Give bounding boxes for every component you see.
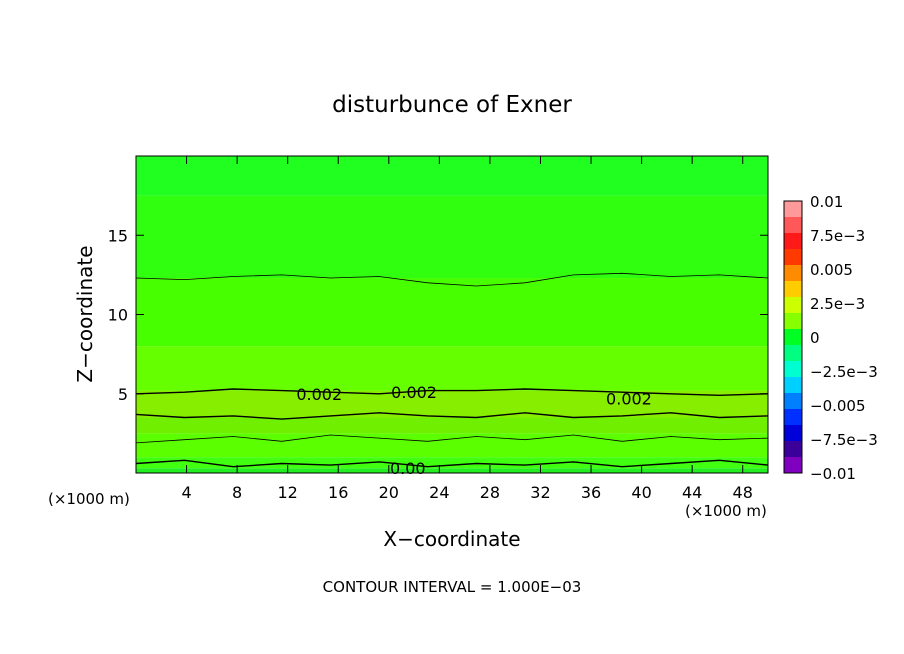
x-tick-label-44: 44 <box>682 483 702 502</box>
colorbar-swatch-2 <box>784 233 802 250</box>
x-tick-label-36: 36 <box>581 483 601 502</box>
colorbar-label-2: 0.005 <box>810 261 853 279</box>
colorbar-frame <box>783 200 803 474</box>
x-tick-label-28: 28 <box>480 483 500 502</box>
contour-line-4 <box>135 459 769 468</box>
colorbar-label-8: −0.01 <box>810 465 856 483</box>
contour-label-3: 0.00 <box>390 459 426 478</box>
x-axis-label: X−coordinate <box>383 527 520 551</box>
x-tick-label-8: 8 <box>232 483 242 502</box>
colorbar-swatch-16 <box>784 457 802 474</box>
x-tick-label-40: 40 <box>631 483 651 502</box>
colorbar-swatch-13 <box>784 409 802 426</box>
colorbar-label-5: −2.5e−3 <box>810 363 878 381</box>
colorbar-label-7: −7.5e−3 <box>810 431 878 449</box>
fill-band-8 <box>136 156 768 196</box>
colorbar-label-4: 0 <box>810 329 820 347</box>
colorbar-swatch-15 <box>784 441 802 458</box>
colorbar-swatch-3 <box>784 249 802 266</box>
colorbar-swatch-0 <box>784 201 802 218</box>
contour-line-2 <box>135 412 769 420</box>
x-unit-right: (×1000 m) <box>685 502 767 520</box>
fill-band-6 <box>136 278 768 347</box>
x-unit-left: (×1000 m) <box>48 490 130 508</box>
contour-label-1: 0.002 <box>391 383 437 402</box>
chart-title: disturbunce of Exner <box>332 92 572 118</box>
contour-lines <box>135 272 769 468</box>
contour-interval: CONTOUR INTERVAL = 1.000E−03 <box>323 578 582 596</box>
x-tick-label-24: 24 <box>429 483 449 502</box>
contour-fill-bands <box>136 156 768 473</box>
colorbar-swatch-7 <box>784 313 802 330</box>
fill-band-7 <box>136 195 768 279</box>
colorbar-tick-labels: 0.01 7.5e−3 0.005 2.5e−3 0 −2.5e−3 −0.005 −7.5e… <box>810 193 878 483</box>
colorbar-swatch-5 <box>784 281 802 298</box>
contour-line-0 <box>135 272 769 287</box>
y-tick-label-15: 15 <box>108 226 128 245</box>
colorbar-swatch-4 <box>784 265 802 282</box>
y-axis-label: Z−coordinate <box>73 245 97 382</box>
y-tick-label-5: 5 <box>118 385 128 404</box>
colorbar-swatch-1 <box>784 217 802 234</box>
x-tick-label-12: 12 <box>278 483 298 502</box>
colorbar-swatch-14 <box>784 425 802 442</box>
y-tick-label-10: 10 <box>108 306 128 325</box>
fill-band-3 <box>136 417 768 434</box>
colorbar-swatch-12 <box>784 393 802 410</box>
contour-label-0: 0.002 <box>296 385 342 404</box>
colorbar-label-0: 0.01 <box>810 193 843 211</box>
fill-band-5 <box>136 346 768 391</box>
colorbar-label-6: −0.005 <box>810 397 866 415</box>
y-axis-ticks: 5 10 15 <box>108 226 768 404</box>
colorbar-label-3: 2.5e−3 <box>810 295 865 313</box>
colorbar-swatch-8 <box>784 329 802 346</box>
x-axis-ticks: 4 8 12 16 20 24 28 32 36 40 44 48 <box>181 156 753 502</box>
x-tick-label-4: 4 <box>181 483 191 502</box>
colorbar <box>783 200 803 474</box>
colorbar-label-1: 7.5e−3 <box>810 227 865 245</box>
fill-band-0 <box>136 468 768 473</box>
colorbar-swatch-6 <box>784 297 802 314</box>
x-tick-label-16: 16 <box>328 483 348 502</box>
fill-band-1 <box>136 457 768 469</box>
x-tick-label-32: 32 <box>530 483 550 502</box>
x-tick-label-48: 48 <box>733 483 753 502</box>
colorbar-swatch-10 <box>784 361 802 378</box>
contour-line-1 <box>135 388 769 397</box>
contour-line-3 <box>135 434 769 444</box>
colorbar-swatch-9 <box>784 345 802 362</box>
x-tick-label-20: 20 <box>379 483 399 502</box>
colorbar-swatch-11 <box>784 377 802 394</box>
contour-label-2: 0.002 <box>606 390 652 409</box>
